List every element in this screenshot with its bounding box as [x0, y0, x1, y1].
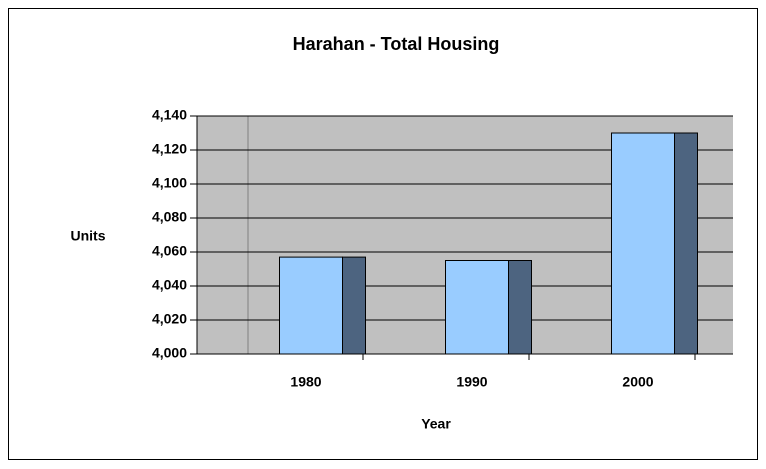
- y-axis-label: Units: [71, 228, 106, 244]
- y-tick-label: 4,120: [152, 141, 187, 157]
- y-tick-label: 4,000: [152, 345, 187, 361]
- bar-side: [674, 132, 698, 355]
- bar: [611, 132, 675, 355]
- y-tick-label: 4,100: [152, 175, 187, 191]
- y-tick-label: 4,020: [152, 311, 187, 327]
- x-tick-label: 1990: [456, 374, 487, 390]
- y-tick-label: 4,060: [152, 243, 187, 259]
- x-axis-label: Year: [421, 416, 451, 432]
- bar: [445, 260, 509, 355]
- bar-side: [508, 260, 532, 355]
- y-tick-label: 4,140: [152, 107, 187, 123]
- y-tick-label: 4,040: [152, 277, 187, 293]
- x-tick-label: 1980: [290, 374, 321, 390]
- y-tick-label: 4,080: [152, 209, 187, 225]
- bar-side: [342, 256, 366, 355]
- chart-title: Harahan - Total Housing: [293, 34, 500, 54]
- x-tick-label: 2000: [622, 374, 653, 390]
- bar: [279, 256, 343, 355]
